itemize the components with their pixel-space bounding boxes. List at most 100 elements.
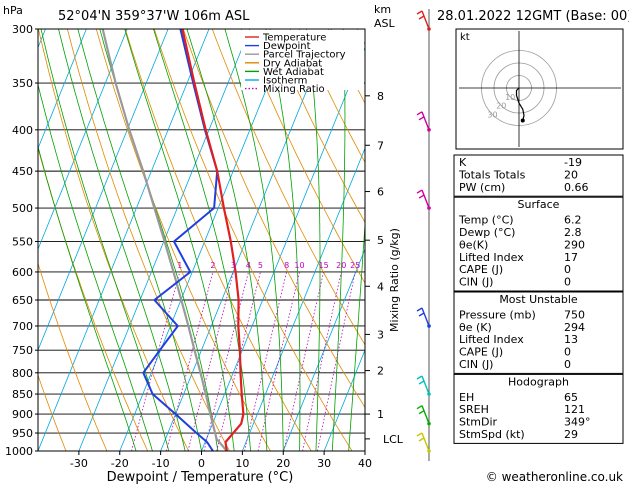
surface-table-frame	[453, 196, 624, 292]
hodograph-storm-motion	[520, 118, 525, 123]
legend-box	[241, 30, 364, 90]
surface-table-title: Surface	[518, 198, 560, 211]
pressure-tick-label: 450	[12, 165, 33, 178]
hodograph-params-table: Hodograph EH 65 SREH 121 StmDir 349° StmSpd (kt…	[453, 373, 624, 444]
pressure-tick-label: 400	[12, 124, 33, 137]
hodograph-params-table-row-value: 29	[564, 428, 578, 441]
wind-barb-shaft	[421, 111, 430, 131]
most-unstable-table-row-label: Lifted Index	[459, 333, 524, 346]
hodograph-params-table-frame	[453, 373, 624, 444]
wind-barb-shaft	[421, 405, 430, 424]
pressure-tick-label: 1000	[5, 445, 33, 458]
footer-credit: © weatheronline.co.uk	[486, 470, 623, 484]
surface-table-row-label: Lifted Index	[459, 251, 524, 264]
most-unstable-table: Most Unstable Pressure (mb) 750 θe (K) 294 Li…	[453, 291, 624, 374]
surface-table-row-label: Temp (°C)	[458, 214, 514, 227]
mixing-ratio-line	[283, 271, 324, 451]
legend-label: Wet Adiabat	[263, 67, 324, 78]
legend-label: Parcel Trajectory	[263, 50, 346, 61]
most-unstable-table-row-value: 13	[564, 333, 578, 346]
temperature-axis: -30 -20 -10 0 10 20 30 40	[70, 451, 372, 470]
indices-table-frame	[453, 154, 624, 197]
hpa-label: hPa	[3, 4, 23, 17]
surface-table-row-label: CAPE (J)	[459, 263, 503, 276]
temperature-tick-label: 10	[235, 457, 249, 470]
wind-barb-dot	[427, 27, 431, 31]
most-unstable-table-row-value: 0	[564, 358, 571, 371]
temperature-tick-label: 20	[276, 457, 290, 470]
lcl-label: LCL	[383, 433, 404, 446]
hodograph-params-table-row-value: 121	[564, 403, 585, 416]
most-unstable-table-title: Most Unstable	[499, 293, 578, 306]
wind-barb-850	[416, 375, 431, 396]
km-tick-label: 2	[377, 365, 384, 378]
most-unstable-table-row-value: 750	[564, 308, 585, 321]
mixing-ratio-label: 2	[210, 261, 215, 270]
legend-label: Isotherm	[263, 76, 307, 87]
hodograph-unit-label: kt	[460, 32, 470, 43]
wind-barb-flag	[416, 189, 423, 194]
surface-table-row-value: 290	[564, 238, 585, 251]
wind-barb-300	[416, 10, 431, 31]
indices-panel: K -19 Totals Totals 20 PW (cm) 0.66 Surface Tem…	[453, 154, 624, 444]
most-unstable-table-row-label: CIN (J)	[459, 358, 493, 371]
wind-barb-flag	[418, 194, 425, 199]
wind-barb-flag	[418, 15, 425, 20]
dry-adiabat-line	[38, 146, 149, 451]
isotherm-line	[282, 248, 365, 451]
indices-table-row-label: Totals Totals	[458, 168, 526, 181]
dry-adiabat-line	[269, 29, 365, 224]
wind-barb-column	[416, 9, 431, 461]
km-tick-label: 7	[377, 139, 384, 152]
wind-barb-flag	[416, 432, 423, 437]
km-tick-label: 8	[377, 90, 384, 103]
pressure-tick-label: 500	[12, 202, 33, 215]
km-tick-label: 1	[377, 408, 384, 421]
parcel-trajectory-line	[101, 29, 228, 451]
hodograph-params-table-row-label: EH	[459, 391, 474, 404]
temperature-tick-label: -10	[152, 457, 170, 470]
pressure-tick-label: 900	[12, 408, 33, 421]
dry-adiabat-line	[38, 374, 67, 451]
pressure-tick-label: 600	[12, 266, 33, 279]
wet-adiabat-line	[124, 29, 235, 451]
wind-barb-shaft	[421, 307, 430, 327]
wind-barb-flag	[416, 375, 423, 380]
surface-table-row-label: θe(K)	[459, 238, 488, 251]
most-unstable-table-row-value: 294	[564, 321, 585, 334]
dry-adiabat-line	[182, 29, 365, 409]
hodograph-frame	[455, 28, 624, 150]
isotherm-line	[242, 147, 365, 451]
wind-barb-shaft	[421, 10, 430, 30]
pressure-tick-label: 850	[12, 388, 33, 401]
x-axis-title: Dewpoint / Temperature (°C)	[107, 470, 294, 485]
dry-adiabat-line	[211, 29, 365, 346]
pressure-tick-label: 800	[12, 367, 33, 380]
wet-adiabat-line	[153, 29, 251, 451]
isotherm-line	[38, 29, 128, 251]
mixing-ratio-line	[203, 271, 249, 451]
temperature-line	[181, 29, 245, 451]
wet-adiabat-line	[265, 29, 301, 451]
wet-adiabat-line	[40, 29, 170, 451]
wet-adiabat-line	[77, 29, 202, 451]
mixing-ratio-label: 1	[177, 261, 182, 270]
indices-table-row-label: PW (cm)	[459, 181, 505, 194]
legend-label: Dry Adiabat	[263, 58, 322, 69]
mixing-ratio-label: 5	[258, 261, 263, 270]
surface-table-row-value: 2.8	[564, 226, 582, 239]
km-tick-label: 3	[377, 328, 384, 341]
isotherm-line	[38, 29, 210, 451]
surface-table-row-label: Dewp (°C)	[459, 226, 515, 239]
wet-adiabat-line	[224, 29, 284, 451]
hodograph-params-table-row-label: StmDir	[459, 416, 498, 429]
wind-barb-flag	[418, 437, 425, 442]
location-title: 52°04'N 359°37'W 106m ASL	[58, 9, 250, 24]
wind-barb-dot	[427, 449, 431, 453]
km-label: km	[374, 3, 391, 16]
mixing-ratio-axis-title: Mixing Ratio (g/kg)	[388, 228, 401, 332]
surface-table-row-value: 17	[564, 251, 578, 264]
indices-table-row-value: 0.66	[564, 181, 589, 194]
dry-adiabat-line	[67, 29, 230, 451]
